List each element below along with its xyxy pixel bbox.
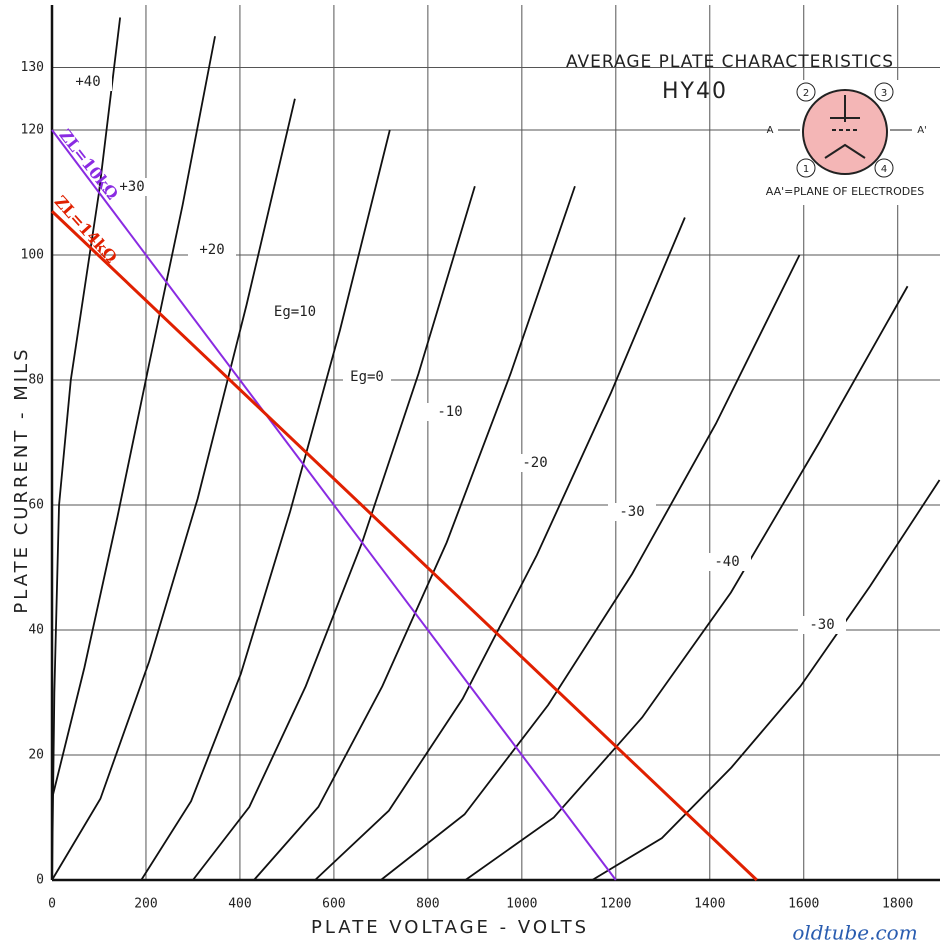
x-tick-label: 400	[228, 897, 251, 912]
curve	[314, 217, 686, 881]
curve	[192, 185, 476, 881]
curve-label: Eg=10	[274, 304, 316, 320]
plane-label: A	[767, 125, 774, 136]
curve-label: +40	[75, 74, 100, 90]
x-tick-label: 1200	[600, 897, 631, 912]
curve-label: -30	[809, 617, 834, 633]
x-tick-label: 1600	[788, 897, 819, 912]
tube-diagram: 1 2 3 4 A A' AA'=PLANE OF ELECTRODES	[766, 80, 945, 205]
curve	[51, 98, 296, 881]
chart-subtitle: HY40	[662, 79, 728, 104]
pin	[874, 82, 894, 102]
pin-label: 1	[803, 164, 809, 175]
label-background	[271, 303, 319, 321]
label-background	[188, 241, 236, 259]
curve-label: Eg=0	[350, 369, 384, 385]
label-background	[798, 616, 846, 634]
load-line	[50, 210, 758, 882]
label-background	[64, 73, 112, 91]
y-axis-label: PLATE CURRENT - MILS	[11, 346, 32, 613]
curve-label: +20	[199, 242, 224, 258]
y-tick-label: 100	[21, 248, 44, 263]
curve	[464, 285, 909, 881]
pin	[874, 158, 894, 178]
chart-title: AVERAGE PLATE CHARACTERISTICS	[566, 52, 894, 72]
x-tick-label: 1800	[882, 897, 913, 912]
y-tick-label: 60	[28, 498, 44, 513]
curve-label: -10	[437, 404, 462, 420]
x-tick-label: 1400	[694, 897, 725, 912]
curve	[253, 185, 576, 881]
curve	[51, 36, 216, 799]
y-tick-label: 80	[28, 373, 44, 388]
curve-label: +30	[119, 179, 144, 195]
filament	[824, 143, 866, 159]
y-tick-label: 120	[21, 123, 44, 138]
curves	[50, 17, 941, 882]
x-tick-label: 1000	[506, 897, 537, 912]
curve	[380, 254, 801, 881]
y-tick-label: 0	[36, 873, 44, 888]
label-background	[343, 368, 391, 386]
load-line	[51, 129, 617, 881]
label-background	[108, 178, 156, 196]
curve	[591, 479, 941, 881]
curve-label: -30	[619, 504, 644, 520]
y-tick-label: 20	[28, 748, 44, 763]
x-tick-label: 800	[416, 897, 439, 912]
pin-label: 2	[803, 88, 809, 99]
pin	[796, 158, 816, 178]
label-background	[703, 553, 751, 571]
pin-label: 3	[881, 88, 887, 99]
x-axis-label: PLATE VOLTAGE - VOLTS	[311, 917, 589, 938]
pin	[796, 82, 816, 102]
plane-label: A'	[917, 125, 927, 136]
x-tick-label: 0	[48, 897, 56, 912]
label-background	[426, 403, 474, 421]
diagram-caption: AA'=PLANE OF ELECTRODES	[766, 185, 924, 198]
curve	[140, 129, 391, 881]
curve-label: -40	[714, 554, 739, 570]
pin-label: 4	[881, 164, 887, 175]
watermark: oldtube.com	[792, 921, 917, 945]
y-tick-label: 40	[28, 623, 44, 638]
tube-base	[802, 89, 888, 175]
x-tick-label: 200	[134, 897, 157, 912]
x-tick-label: 600	[322, 897, 345, 912]
curve-label: -20	[522, 455, 547, 471]
label-background	[608, 503, 656, 521]
y-tick-label: 130	[21, 60, 44, 75]
label-background	[511, 454, 559, 472]
